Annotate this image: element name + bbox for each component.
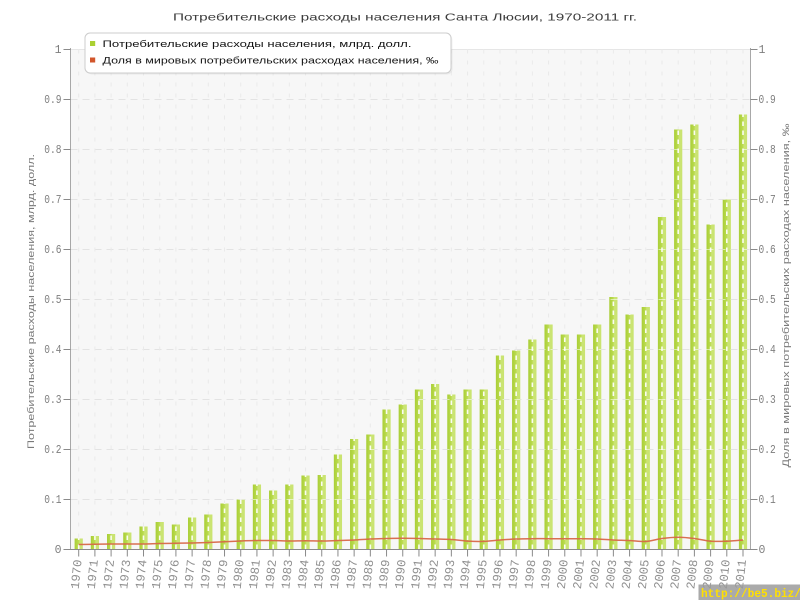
svg-text:1988: 1988 <box>360 559 377 590</box>
svg-text:1977: 1977 <box>182 559 199 590</box>
svg-text:1976: 1976 <box>166 559 183 590</box>
svg-text:2007: 2007 <box>668 559 685 590</box>
svg-text:0.1: 0.1 <box>759 494 776 507</box>
svg-text:0.8: 0.8 <box>44 144 61 157</box>
svg-text:1994: 1994 <box>458 559 475 590</box>
svg-text:2003: 2003 <box>603 559 620 590</box>
svg-text:1991: 1991 <box>409 559 426 590</box>
svg-text:1987: 1987 <box>344 559 361 590</box>
svg-text:2011: 2011 <box>733 559 750 590</box>
svg-text:0: 0 <box>759 544 766 557</box>
svg-text:0.9: 0.9 <box>44 94 61 107</box>
svg-text:1971: 1971 <box>85 559 102 590</box>
svg-text:0.7: 0.7 <box>759 194 776 207</box>
svg-text:2004: 2004 <box>620 559 637 590</box>
svg-text:1982: 1982 <box>263 559 280 590</box>
svg-text:2009: 2009 <box>701 559 718 590</box>
svg-text:1: 1 <box>759 44 766 57</box>
svg-text:1973: 1973 <box>117 559 134 590</box>
svg-text:1979: 1979 <box>214 559 231 590</box>
svg-text:Потребительские расходы населе: Потребительские расходы населения, млрд.… <box>103 39 412 49</box>
svg-text:0.1: 0.1 <box>44 494 61 507</box>
svg-text:0.6: 0.6 <box>44 244 61 257</box>
svg-text:2008: 2008 <box>684 559 701 590</box>
svg-text:1999: 1999 <box>539 559 556 590</box>
svg-text:http://be5.biz/: http://be5.biz/ <box>701 587 800 600</box>
svg-text:1997: 1997 <box>506 559 523 590</box>
svg-text:0.2: 0.2 <box>44 444 61 457</box>
svg-text:1983: 1983 <box>279 559 296 590</box>
svg-text:0.5: 0.5 <box>44 294 61 307</box>
svg-text:1996: 1996 <box>490 559 507 590</box>
svg-text:0.4: 0.4 <box>759 344 776 357</box>
svg-text:2010: 2010 <box>717 559 734 590</box>
svg-text:1995: 1995 <box>474 559 491 590</box>
svg-text:0.2: 0.2 <box>759 444 776 457</box>
svg-text:1972: 1972 <box>101 559 118 590</box>
svg-text:1989: 1989 <box>376 559 393 590</box>
svg-text:1985: 1985 <box>312 559 329 590</box>
svg-text:Потребительские расходы населе: Потребительские расходы населения Санта … <box>173 12 637 24</box>
svg-text:1992: 1992 <box>425 559 442 590</box>
svg-text:1978: 1978 <box>198 559 215 590</box>
svg-text:1993: 1993 <box>441 559 458 590</box>
svg-text:2001: 2001 <box>571 559 588 590</box>
svg-text:0.5: 0.5 <box>759 294 776 307</box>
svg-text:0.3: 0.3 <box>759 394 776 407</box>
svg-text:0: 0 <box>55 544 62 557</box>
svg-text:2002: 2002 <box>587 559 604 590</box>
svg-text:0.8: 0.8 <box>759 144 776 157</box>
svg-text:Доля в мировых потребительских: Доля в мировых потребительских расходах … <box>103 56 439 66</box>
svg-text:1970: 1970 <box>69 559 86 590</box>
svg-text:1980: 1980 <box>231 559 248 590</box>
svg-text:1974: 1974 <box>133 559 150 590</box>
svg-text:0.7: 0.7 <box>44 194 61 207</box>
svg-text:2000: 2000 <box>555 559 572 590</box>
svg-text:0.6: 0.6 <box>759 244 776 257</box>
svg-text:2005: 2005 <box>636 559 653 590</box>
svg-text:1: 1 <box>55 44 62 57</box>
svg-text:1998: 1998 <box>522 559 539 590</box>
svg-text:0.3: 0.3 <box>44 394 61 407</box>
svg-text:1975: 1975 <box>150 559 167 590</box>
svg-text:1986: 1986 <box>328 559 345 590</box>
svg-text:0.4: 0.4 <box>44 344 61 357</box>
svg-text:Доля в мировых потребительских: Доля в мировых потребительских расходах … <box>781 123 791 467</box>
svg-text:0.9: 0.9 <box>759 94 776 107</box>
svg-text:2006: 2006 <box>652 559 669 590</box>
svg-text:1981: 1981 <box>247 559 264 590</box>
svg-text:1984: 1984 <box>295 559 312 590</box>
svg-text:Потребительские расходы населе: Потребительские расходы населения, млрд.… <box>26 154 36 449</box>
svg-text:1990: 1990 <box>393 559 410 590</box>
